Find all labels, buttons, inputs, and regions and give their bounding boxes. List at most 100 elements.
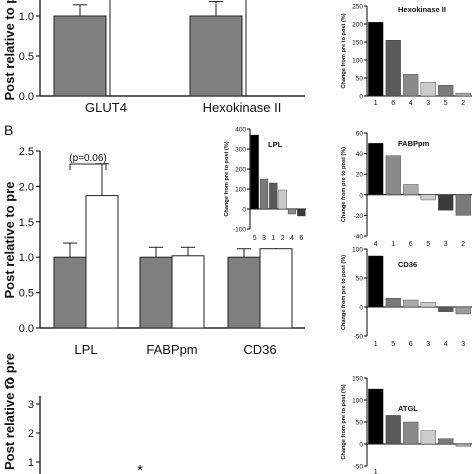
cd36-individual: -50 0 50 100 Change from pre to post (%) CD36… (341, 247, 472, 348)
y-tick-label: 200 (352, 22, 363, 29)
y-axis-label: Change from pre to post (%) (341, 147, 347, 222)
category-label: 3 (426, 100, 430, 107)
bar (259, 178, 269, 210)
bar (368, 143, 384, 196)
y-tick-label: 0 (359, 305, 363, 312)
bar (438, 84, 454, 97)
panel-b-main: 0.0 0.5 1.0 1.5 2.0 2.5 Post relative to pre LP… (2, 146, 305, 357)
bar (403, 74, 419, 97)
bar (269, 182, 278, 210)
bar (385, 40, 401, 97)
category-label: 1 (374, 469, 378, 474)
category-label: 4 (444, 341, 448, 348)
panel-letter-c: C (4, 375, 14, 391)
category-label: 4 (409, 100, 413, 107)
y-tick-label: 50 (356, 76, 364, 83)
bar (455, 306, 471, 315)
y-tick-label: 150 (352, 376, 363, 383)
bar (287, 208, 297, 215)
y-axis-label: Change from pre to post (%) (224, 141, 230, 216)
lpl-individual: -100 0 100 200 300 400 Change from pre to post… (212, 124, 312, 248)
y-tick-label: 2.0 (19, 181, 34, 193)
category-label: GLUT4 (85, 100, 127, 115)
chart-title: Hexokinase II (398, 5, 446, 14)
y-tick-label: -100 (233, 227, 246, 234)
fabppm-individual: -40 -20 0 20 40 60 Change from pre to post (%)… (341, 131, 472, 248)
category-label: 1 (391, 241, 395, 248)
bar (278, 189, 287, 210)
category-label: 6 (409, 241, 413, 248)
chart-title: LPL (268, 140, 283, 149)
y-tick-label: 100 (352, 398, 363, 405)
y-tick-label: 100 (235, 187, 246, 194)
y-tick-label: 250 (352, 4, 363, 11)
bar (455, 443, 471, 447)
bar (85, 195, 119, 329)
category-label: 4 (290, 235, 294, 242)
category-label: 5 (444, 100, 448, 107)
bar (455, 92, 471, 97)
bar (438, 306, 454, 312)
category-label: 5 (253, 235, 257, 242)
significance-star: * (137, 462, 143, 474)
y-tick-label: 50 (356, 276, 364, 283)
y-axis-label: Post relative to pre (2, 353, 17, 470)
y-tick-label: 50 (356, 420, 364, 427)
bar (420, 82, 436, 97)
panel-letter-b: B (4, 122, 13, 138)
category-label: 2 (281, 235, 285, 242)
y-tick-label: 40 (356, 151, 364, 158)
category-label: Hexokinase II (203, 100, 282, 115)
y-tick-label: 2.5 (19, 146, 34, 158)
category-label: 2 (461, 100, 465, 107)
chart-title: ATGL (398, 404, 418, 413)
category-label: 5 (391, 341, 395, 348)
category-label: 4 (374, 241, 378, 248)
bar (189, 15, 243, 97)
category-label: 3 (461, 341, 465, 348)
y-tick-label: -50 (354, 464, 364, 471)
bar (403, 299, 419, 308)
y-tick-label: 1.5 (19, 217, 34, 229)
bar (438, 438, 454, 445)
bar (297, 208, 306, 217)
y-tick-label: 100 (352, 247, 363, 254)
y-tick-label: 2 (28, 428, 34, 440)
bar (53, 256, 87, 329)
significance-label: (p=0.06) (69, 153, 107, 164)
bar (227, 256, 261, 329)
y-tick-label: 3 (28, 399, 34, 411)
category-label: 6 (391, 100, 395, 107)
y-tick-label: 0.0 (19, 323, 34, 335)
bar (139, 256, 173, 329)
bar (368, 22, 384, 97)
y-axis-label: Change from pre to post (%) (341, 13, 347, 88)
y-tick-label: 150 (352, 40, 363, 47)
y-tick-label: 0 (242, 207, 246, 214)
y-tick-label: 300 (235, 147, 246, 154)
bar (403, 184, 419, 196)
panel-c-main: 1 2 3 Post relative to pre * (2, 353, 143, 474)
bar (420, 194, 436, 201)
bar (438, 194, 454, 211)
category-label: 3 (262, 235, 266, 242)
category-label: 6 (299, 235, 303, 242)
category-label: 3 (444, 241, 448, 248)
bar (250, 134, 259, 210)
bar (385, 298, 401, 308)
y-tick-label: 400 (235, 127, 246, 134)
y-tick-label: 0 (359, 442, 363, 449)
y-axis-label: Change from pre to post (%) (341, 384, 347, 459)
bar (368, 255, 384, 308)
category-label: 6 (409, 341, 413, 348)
y-axis-label: Post relative to pre (2, 0, 17, 101)
category-label: 3 (426, 341, 430, 348)
hexokinase-individual: 0 50 100 150 200 250 Change from pre to post (… (341, 4, 472, 107)
bar (455, 194, 471, 216)
category-label: CD36 (243, 342, 276, 357)
category-label: 1 (374, 100, 378, 107)
bar (420, 302, 436, 308)
y-tick-label: 1.0 (19, 252, 34, 264)
y-tick-label: 20 (356, 172, 364, 179)
bar (420, 430, 436, 445)
